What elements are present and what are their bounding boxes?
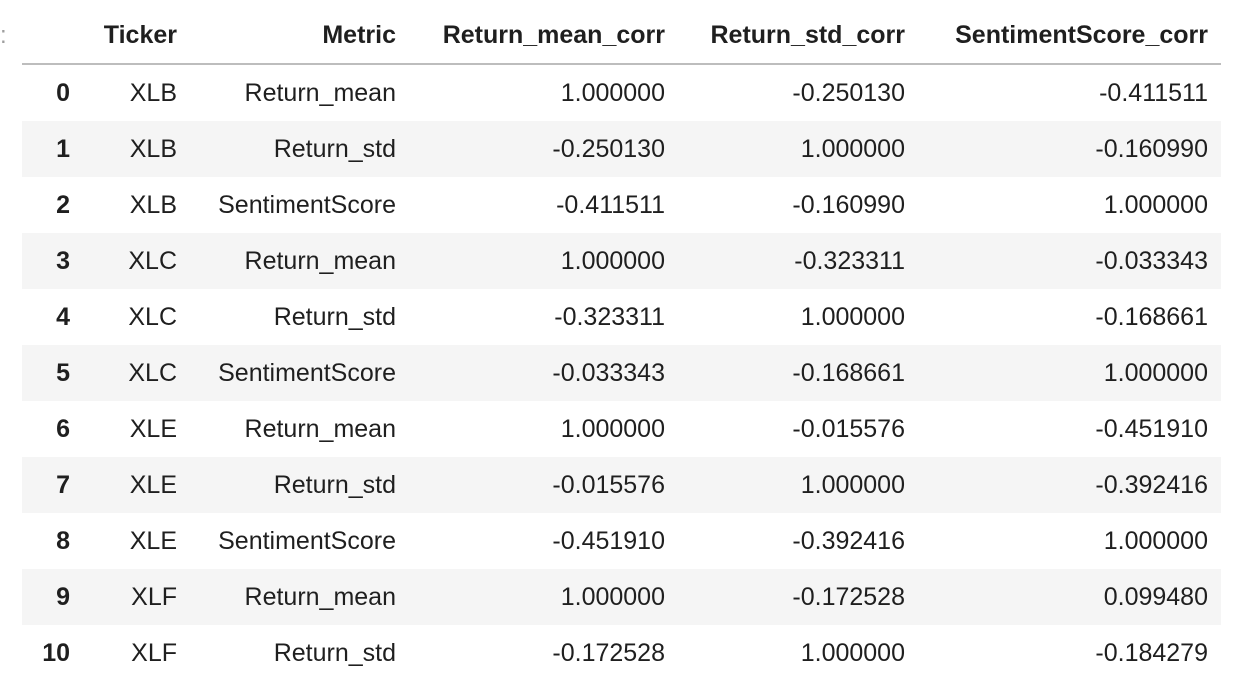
sentiment-score-corr-cell: -0.160990 xyxy=(1095,134,1208,163)
return-mean-corr-cell: -0.451910 xyxy=(552,526,665,555)
row-index-cell: 1 xyxy=(56,134,70,163)
row-index-cell: 0 xyxy=(56,78,70,107)
table-row: 9 XLF Return_mean 1.000000 -0.172528 0.099480 xyxy=(22,569,1221,625)
header-return-std-corr: Return_std_corr xyxy=(665,8,905,65)
dataframe-table: Ticker Metric Return_mean_corr Return_st… xyxy=(22,8,1221,678)
return-std-corr-cell: -0.172528 xyxy=(792,582,905,611)
metric-cell: Return_std xyxy=(273,302,396,331)
table-row: 1 XLB Return_std -0.250130 1.000000 -0.160990 xyxy=(22,121,1221,177)
return-std-corr-cell: -0.250130 xyxy=(792,78,905,107)
metric-cell: SentimentScore xyxy=(218,358,396,387)
row-index-cell: 5 xyxy=(56,358,70,387)
return-mean-corr-cell: 1.000000 xyxy=(560,246,665,275)
row-index-cell: 3 xyxy=(56,246,70,275)
metric-cell: Return_mean xyxy=(244,582,396,611)
table-row: 10 XLF Return_std -0.172528 1.000000 -0.18427… xyxy=(22,625,1221,678)
sentiment-score-corr-cell: 0.099480 xyxy=(1103,582,1208,611)
ticker-cell: XLE xyxy=(129,526,177,555)
table-row: 3 XLC Return_mean 1.000000 -0.323311 -0.03334… xyxy=(22,233,1221,289)
sentiment-score-corr-cell: -0.033343 xyxy=(1095,246,1208,275)
row-index-cell: 2 xyxy=(56,190,70,219)
return-mean-corr-cell: -0.172528 xyxy=(552,638,665,667)
row-index-cell: 7 xyxy=(56,470,70,499)
ticker-cell: XLB xyxy=(129,190,177,219)
table-row: 7 XLE Return_std -0.015576 1.000000 -0.392416 xyxy=(22,457,1221,513)
ticker-cell: XLC xyxy=(128,302,177,331)
header-ticker: Ticker xyxy=(70,8,177,65)
row-index-cell: 6 xyxy=(56,414,70,443)
return-mean-corr-cell: 1.000000 xyxy=(560,582,665,611)
return-std-corr-cell: 1.000000 xyxy=(800,134,905,163)
return-std-corr-cell: -0.168661 xyxy=(792,358,905,387)
ticker-cell: XLB xyxy=(129,78,177,107)
header-index xyxy=(22,8,70,65)
table-row: 2 XLB SentimentScore -0.411511 -0.160990 1.00… xyxy=(22,177,1221,233)
metric-cell: Return_mean xyxy=(244,78,396,107)
return-mean-corr-cell: -0.411511 xyxy=(556,190,665,219)
ticker-cell: XLC xyxy=(128,358,177,387)
header-sentiment-score-corr: SentimentScore_corr xyxy=(905,8,1221,65)
sentiment-score-corr-cell: 1.000000 xyxy=(1103,358,1208,387)
metric-cell: SentimentScore xyxy=(218,526,396,555)
table-row: 5 XLC SentimentScore -0.033343 -0.168661 1.00… xyxy=(22,345,1221,401)
return-std-corr-cell: -0.160990 xyxy=(792,190,905,219)
return-mean-corr-cell: -0.250130 xyxy=(552,134,665,163)
table-row: 4 XLC Return_std -0.323311 1.000000 -0.168661 xyxy=(22,289,1221,345)
ticker-cell: XLE xyxy=(129,470,177,499)
ticker-cell: XLE xyxy=(129,414,177,443)
ticker-cell: XLC xyxy=(128,246,177,275)
return-std-corr-cell: 1.000000 xyxy=(800,638,905,667)
return-std-corr-cell: 1.000000 xyxy=(800,470,905,499)
header-row: Ticker Metric Return_mean_corr Return_st… xyxy=(22,8,1221,65)
metric-cell: Return_mean xyxy=(244,246,396,275)
ticker-cell: XLF xyxy=(131,638,177,667)
sentiment-score-corr-cell: -0.168661 xyxy=(1095,302,1208,331)
return-std-corr-cell: -0.015576 xyxy=(792,414,905,443)
return-mean-corr-cell: -0.033343 xyxy=(552,358,665,387)
table-row: 6 XLE Return_mean 1.000000 -0.015576 -0.45191… xyxy=(22,401,1221,457)
return-std-corr-cell: -0.323311 xyxy=(794,246,905,275)
return-mean-corr-cell: -0.015576 xyxy=(552,470,665,499)
return-mean-corr-cell: 1.000000 xyxy=(560,78,665,107)
header-metric: Metric xyxy=(177,8,396,65)
table-row: 8 XLE SentimentScore -0.451910 -0.392416 1.00… xyxy=(22,513,1221,569)
sentiment-score-corr-cell: 1.000000 xyxy=(1103,190,1208,219)
metric-cell: SentimentScore xyxy=(218,190,396,219)
row-index-cell: 8 xyxy=(56,526,70,555)
return-mean-corr-cell: 1.000000 xyxy=(560,414,665,443)
sentiment-score-corr-cell: -0.184279 xyxy=(1095,638,1208,667)
table-header: Ticker Metric Return_mean_corr Return_st… xyxy=(22,8,1221,65)
table-row: 0 XLB Return_mean 1.000000 -0.250130 -0.41151… xyxy=(22,64,1221,121)
row-index-cell: 10 xyxy=(42,638,70,667)
row-index-cell: 9 xyxy=(56,582,70,611)
table-body: 0 XLB Return_mean 1.000000 -0.250130 -0.41151… xyxy=(22,64,1221,678)
sentiment-score-corr-cell: -0.451910 xyxy=(1095,414,1208,443)
return-std-corr-cell: -0.392416 xyxy=(792,526,905,555)
sentiment-score-corr-cell: 1.000000 xyxy=(1103,526,1208,555)
row-index-cell: 4 xyxy=(56,302,70,331)
ticker-cell: XLB xyxy=(129,134,177,163)
output-prompt-marker: : xyxy=(0,22,7,49)
metric-cell: Return_std xyxy=(273,470,396,499)
metric-cell: Return_mean xyxy=(244,414,396,443)
ticker-cell: XLF xyxy=(131,582,177,611)
sentiment-score-corr-cell: -0.392416 xyxy=(1095,470,1208,499)
header-return-mean-corr: Return_mean_corr xyxy=(396,8,665,65)
return-mean-corr-cell: -0.323311 xyxy=(554,302,665,331)
metric-cell: Return_std xyxy=(273,638,396,667)
metric-cell: Return_std xyxy=(273,134,396,163)
return-std-corr-cell: 1.000000 xyxy=(800,302,905,331)
sentiment-score-corr-cell: -0.411511 xyxy=(1099,78,1208,107)
